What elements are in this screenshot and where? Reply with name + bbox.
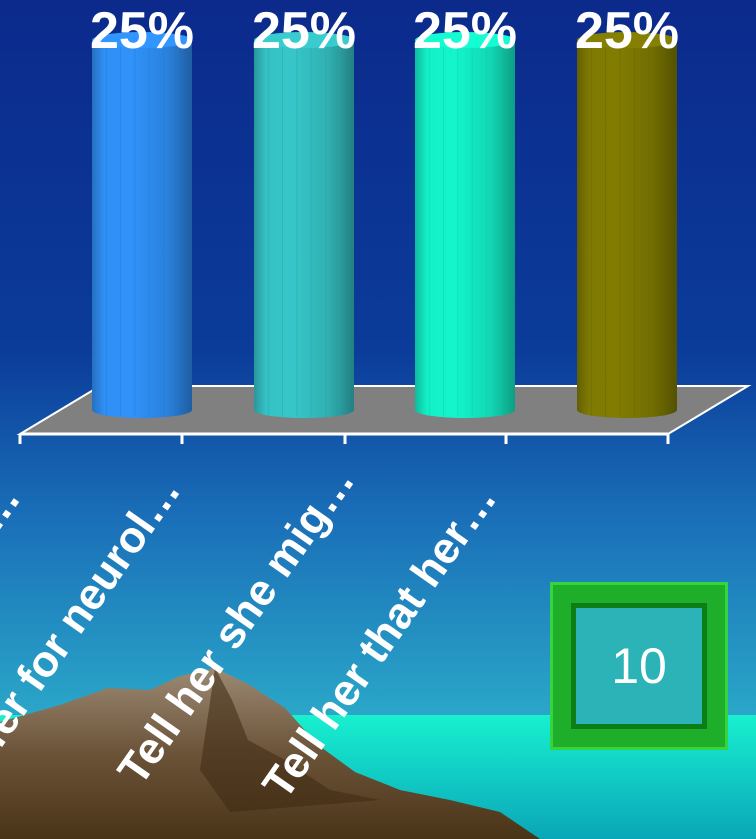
bar-top	[254, 32, 354, 48]
bar-4	[577, 32, 677, 418]
value-labels: 25% 25% 25% 25%	[90, 2, 679, 60]
axis-ticks	[18, 434, 670, 444]
countdown-timer-inner: 10	[571, 603, 707, 729]
bars-group	[92, 32, 677, 418]
bar-2	[254, 32, 354, 418]
bar-body	[577, 40, 677, 418]
bar-top	[577, 32, 677, 48]
countdown-timer: 10	[550, 582, 728, 750]
value-label: 25%	[252, 2, 356, 60]
bar-1	[92, 32, 192, 418]
bar-top	[92, 32, 192, 48]
bar-body	[254, 40, 354, 418]
bar-body	[415, 40, 515, 418]
value-label: 25%	[575, 2, 679, 60]
bar-3	[415, 32, 515, 418]
floor-plane	[16, 385, 752, 436]
bar-top	[415, 32, 515, 48]
value-label: 25%	[413, 2, 517, 60]
countdown-timer-value: 10	[611, 638, 667, 694]
value-label: 25%	[90, 2, 194, 60]
bar-body	[92, 40, 192, 418]
mountain-shadow	[200, 668, 380, 812]
